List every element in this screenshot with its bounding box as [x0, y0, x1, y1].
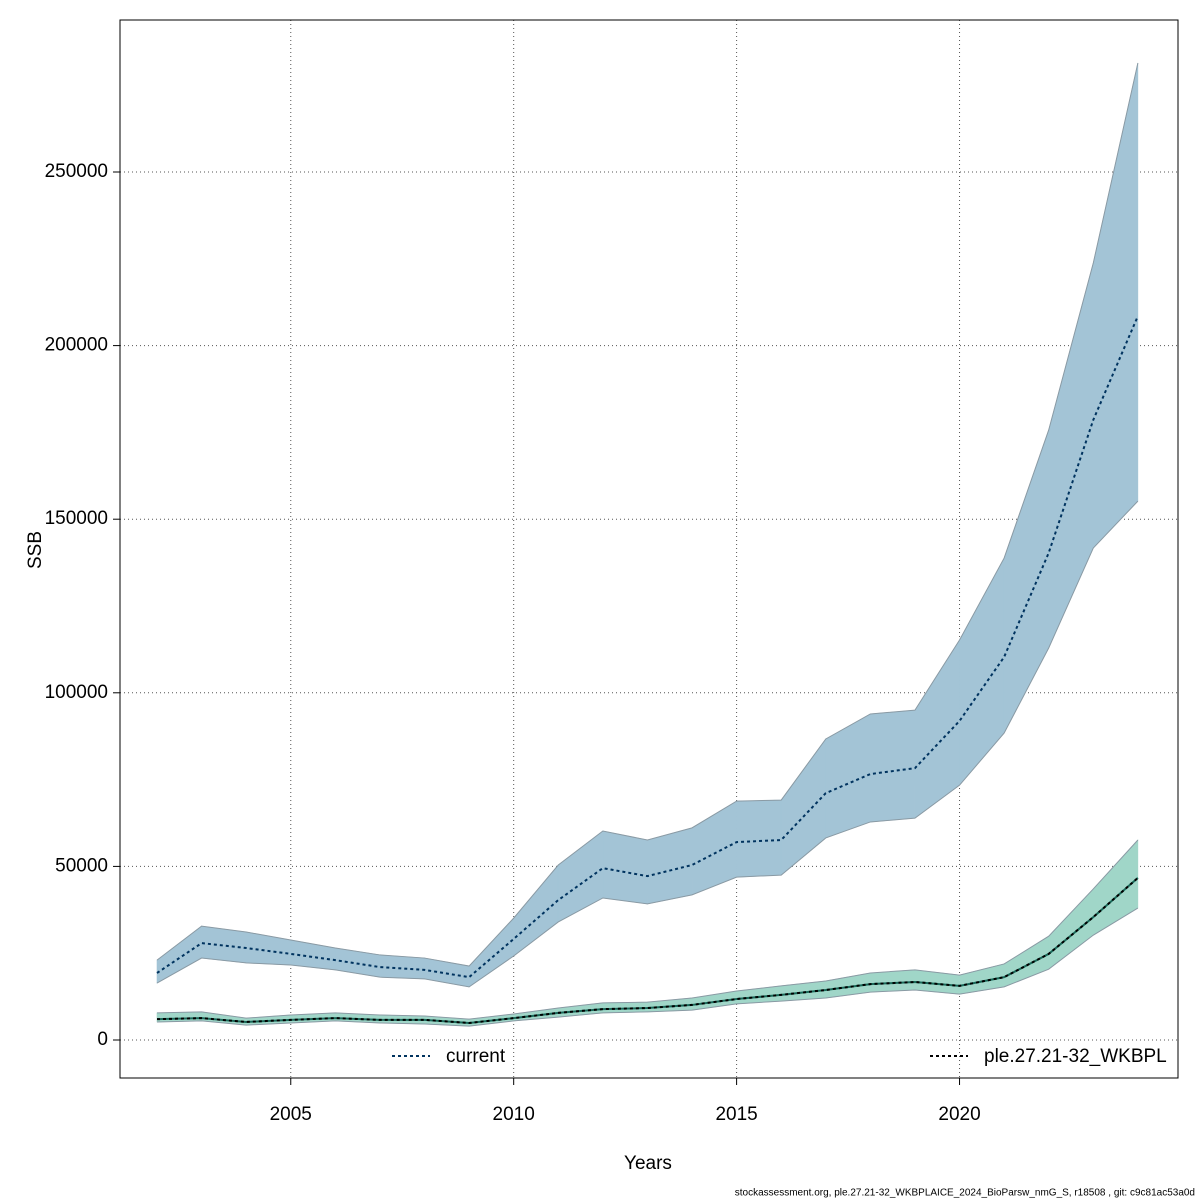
x-tick-label: 2005	[270, 1104, 312, 1125]
legend-label: current	[446, 1046, 506, 1067]
confidence-band	[245, 931, 292, 966]
confidence-band	[156, 1011, 202, 1023]
confidence-band	[780, 738, 827, 876]
footer: stockassessment.org, ple.27.21-32_WKBPLA…	[735, 1188, 1195, 1199]
y-tick-label: 200000	[45, 335, 108, 356]
confidence-band	[647, 827, 693, 905]
band-edge	[156, 839, 1139, 1020]
band-edge	[156, 500, 1139, 988]
series-line	[156, 877, 1139, 1024]
confidence-band	[1092, 839, 1139, 936]
confidence-band	[736, 799, 782, 878]
confidence-band	[1003, 429, 1050, 734]
y-axis-label: SSB	[25, 531, 46, 569]
confidence-band	[691, 800, 737, 896]
confidence-band	[959, 557, 1005, 786]
confidence-band	[870, 709, 916, 823]
confidence-band	[1092, 62, 1139, 549]
x-axis-label: Years	[624, 1153, 672, 1174]
x-tick-label: 2010	[493, 1104, 535, 1125]
confidence-band	[335, 947, 381, 978]
y-tick-label: 0	[97, 1029, 108, 1050]
confidence-band	[557, 830, 604, 923]
band-edge	[156, 62, 1139, 967]
y-tick-label: 250000	[45, 161, 108, 182]
band-edge	[156, 907, 1139, 1027]
x-tick-label: 2020	[938, 1104, 980, 1125]
confidence-band	[1048, 262, 1094, 649]
confidence-band	[870, 969, 916, 993]
confidence-band	[602, 830, 648, 905]
y-tick-label: 150000	[45, 508, 108, 529]
y-tick-label: 50000	[55, 855, 108, 876]
confidence-band	[1003, 935, 1050, 988]
y-tick-label: 100000	[45, 682, 108, 703]
confidence-band	[468, 917, 514, 988]
x-tick-label: 2015	[715, 1104, 757, 1125]
legend-label: ple.27.21-32_WKBPL	[984, 1046, 1167, 1067]
plot-frame	[119, 19, 1179, 1079]
series-line	[156, 315, 1139, 979]
